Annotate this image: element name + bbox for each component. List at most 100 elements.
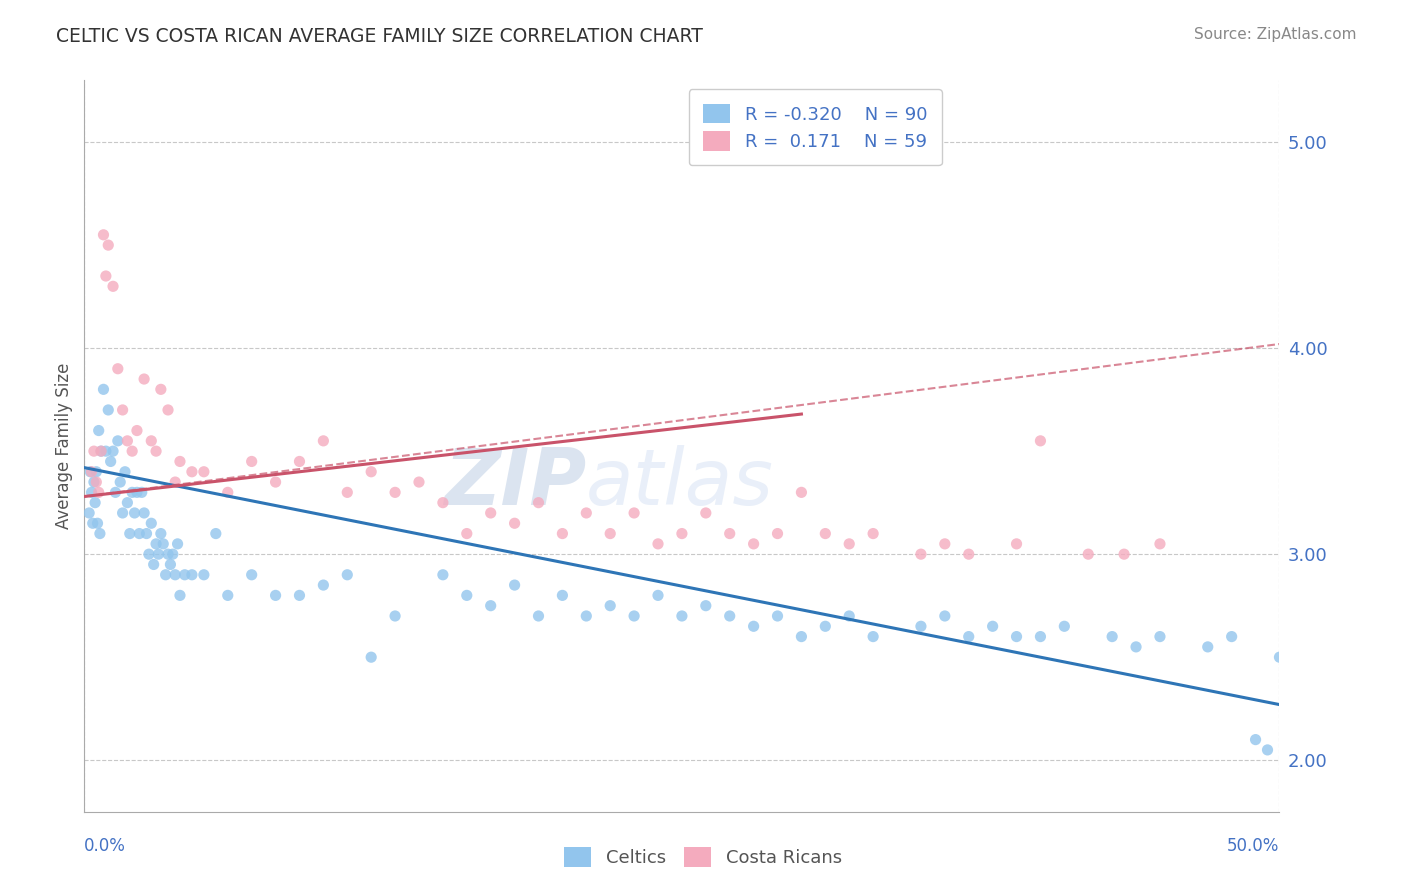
Text: atlas: atlas (586, 444, 775, 521)
Point (125, 485, 148, 500)
Text: 0.0%: 0.0% (84, 838, 127, 855)
Point (80, 465, 103, 479)
Point (1029, 434, 1052, 448)
Legend: R = -0.320    N = 90, R =  0.171    N = 59: R = -0.320 N = 90, R = 0.171 N = 59 (689, 89, 942, 165)
Point (138, 547, 160, 561)
Point (1197, 640, 1219, 654)
Point (117, 496, 139, 510)
Point (1005, 630, 1028, 644)
Point (718, 609, 741, 624)
Point (89, 526, 111, 541)
Point (135, 526, 157, 541)
Point (551, 526, 574, 541)
Point (86, 516, 108, 531)
Point (165, 475, 187, 489)
Point (312, 578, 335, 592)
Point (155, 567, 177, 582)
Point (957, 630, 980, 644)
Point (456, 588, 478, 602)
Point (575, 506, 598, 520)
Point (181, 465, 204, 479)
Point (149, 526, 172, 541)
Point (94, 444, 117, 458)
Point (128, 526, 150, 541)
Point (671, 526, 693, 541)
Point (479, 506, 502, 520)
Point (766, 609, 789, 624)
Point (94, 268, 117, 283)
Point (217, 485, 239, 500)
Point (623, 506, 645, 520)
Point (83, 475, 105, 489)
Point (165, 567, 187, 582)
Point (671, 609, 693, 624)
Point (110, 475, 132, 489)
Point (159, 558, 181, 572)
Text: Source: ZipAtlas.com: Source: ZipAtlas.com (1194, 27, 1357, 42)
Point (432, 496, 454, 510)
Point (86, 475, 108, 489)
Point (910, 619, 932, 633)
Point (1149, 630, 1171, 644)
Point (1114, 547, 1136, 561)
Point (503, 578, 526, 592)
Point (981, 619, 1004, 633)
Point (408, 475, 430, 489)
Point (90, 444, 112, 458)
Point (288, 454, 311, 468)
Point (101, 279, 124, 293)
Point (814, 526, 837, 541)
Point (456, 526, 478, 541)
Point (599, 526, 621, 541)
Point (527, 496, 550, 510)
Point (121, 444, 143, 458)
Point (107, 361, 129, 376)
Point (957, 547, 980, 561)
Point (934, 609, 956, 624)
Point (1053, 619, 1076, 633)
Point (623, 609, 645, 624)
Point (111, 403, 134, 417)
Point (1244, 732, 1267, 747)
Point (82, 516, 104, 531)
Point (1257, 743, 1279, 757)
Point (193, 567, 215, 582)
Point (83, 444, 105, 458)
Point (336, 567, 359, 582)
Point (121, 485, 143, 500)
Point (107, 434, 129, 448)
Point (814, 619, 837, 633)
Point (647, 537, 669, 551)
Point (695, 506, 717, 520)
Point (166, 537, 188, 551)
Point (101, 444, 124, 458)
Point (132, 506, 156, 520)
Point (503, 516, 526, 531)
Point (152, 537, 174, 551)
Point (360, 650, 382, 665)
Point (647, 588, 669, 602)
Point (1149, 537, 1171, 551)
Point (157, 547, 180, 561)
Point (169, 588, 191, 602)
Point (934, 537, 956, 551)
Point (97, 238, 120, 252)
Point (766, 526, 789, 541)
Point (384, 609, 406, 624)
Point (86, 465, 108, 479)
Point (117, 434, 139, 448)
Point (132, 372, 156, 386)
Point (145, 537, 167, 551)
Text: ZIP: ZIP (444, 444, 586, 521)
Y-axis label: Average Family Size: Average Family Size (55, 363, 73, 529)
Point (599, 599, 621, 613)
Point (551, 588, 574, 602)
Point (148, 547, 170, 561)
Point (104, 485, 127, 500)
Point (97, 403, 120, 417)
Point (205, 526, 228, 541)
Point (142, 558, 165, 572)
Point (1220, 630, 1243, 644)
Point (1125, 640, 1147, 654)
Point (80, 485, 103, 500)
